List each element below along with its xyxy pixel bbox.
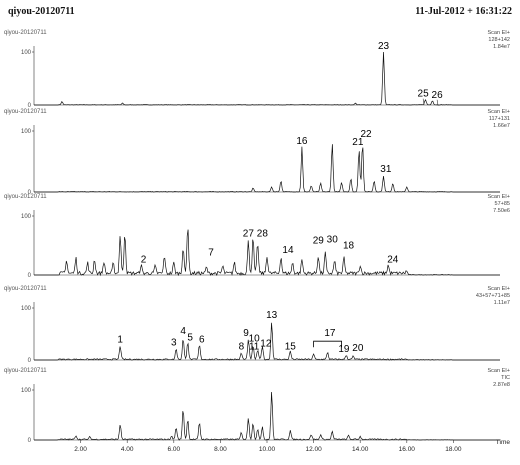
peak-label: 31 xyxy=(380,164,392,175)
peak-label: 27 xyxy=(243,229,255,240)
report-date: 11-Jul-2012 + 16:31:22 xyxy=(415,6,512,17)
panel-scan-info: Scan EI+ xyxy=(488,368,510,374)
peak-label: 16 xyxy=(296,136,308,147)
y-tick-label: 0 xyxy=(28,190,32,196)
panel-scan-info: 1.11e7 xyxy=(494,300,510,306)
panel-sample-name: qiyou-20120711 xyxy=(4,109,47,115)
peak-label: 25 xyxy=(418,89,430,100)
report-title: qiyou-20120711 xyxy=(8,6,75,17)
panel-scan-info: Scan EI+ xyxy=(488,286,510,292)
panel-scan-info: Scan EI+ xyxy=(488,194,510,200)
peak-group-bracket xyxy=(313,340,342,348)
peak-label-leader xyxy=(422,98,425,105)
peak-label: 8 xyxy=(239,342,245,353)
peak-label: 26 xyxy=(432,90,444,101)
x-tick-label: 2.00 xyxy=(74,446,87,453)
peak-label: 11 xyxy=(249,342,260,353)
peak-label: 4 xyxy=(180,326,186,337)
peak-label: 5 xyxy=(187,332,193,343)
panel-scan-info: 2.87e8 xyxy=(493,382,510,388)
y-tick-label: 0 xyxy=(28,273,32,279)
peak-label: 21 xyxy=(352,137,364,148)
x-tick-label: 8.00 xyxy=(214,446,227,453)
peak-label: 18 xyxy=(343,240,355,251)
peak-label: 15 xyxy=(285,342,297,353)
panel-sample-name: qiyou-20120711 xyxy=(4,30,47,36)
x-tick-label: 12.00 xyxy=(305,446,322,453)
peak-label: 1 xyxy=(117,334,123,345)
x-tick-label: 14.00 xyxy=(352,446,369,453)
y-tick-label: 100 xyxy=(21,129,32,135)
panel-sample-name: qiyou-20120711 xyxy=(4,194,47,200)
peak-label: 22 xyxy=(360,129,372,140)
peak-label: 10 xyxy=(249,333,261,344)
peak-label: 2 xyxy=(141,255,147,266)
chromatogram-trace xyxy=(34,391,500,441)
y-tick-label: 0 xyxy=(28,438,32,444)
panel-scan-info: 57+85 xyxy=(495,201,510,207)
chromatogram-trace xyxy=(34,322,500,361)
x-axis-label: Time xyxy=(496,439,511,446)
peak-label: 20 xyxy=(352,343,364,354)
peak-label: 12 xyxy=(260,339,272,350)
panel-scan-info: Scan EI+ xyxy=(488,109,510,115)
panel-scan-info: TIC xyxy=(501,375,510,381)
peak-label: 30 xyxy=(327,235,339,246)
peak-label: 14 xyxy=(282,245,294,256)
panel-scan-info: Scan EI+ xyxy=(488,30,510,36)
y-tick-label: 100 xyxy=(21,214,32,220)
x-tick-label: 4.00 xyxy=(121,446,134,453)
peak-label: 23 xyxy=(378,41,390,52)
peak-label: 7 xyxy=(208,247,214,258)
x-tick-label: 10.00 xyxy=(259,446,276,453)
peak-label: 6 xyxy=(199,334,205,345)
chromatogram-trace xyxy=(34,51,500,106)
chromatogram-trace xyxy=(34,229,500,277)
x-tick-label: 6.00 xyxy=(167,446,180,453)
panel-scan-info: 128+142 xyxy=(488,37,510,43)
x-tick-label: 18.00 xyxy=(445,446,462,453)
peak-label: 9 xyxy=(243,328,249,339)
peak-label: 19 xyxy=(338,344,350,355)
peak-label: 28 xyxy=(257,229,269,240)
panel-sample-name: qiyou-20120711 xyxy=(4,286,47,292)
panel-scan-info: 7.50e6 xyxy=(493,208,510,214)
panel-scan-info: 1.66e7 xyxy=(493,123,510,129)
peak-label-leader xyxy=(436,99,439,106)
peak-label: 29 xyxy=(313,236,325,247)
panel-scan-info: 117+131 xyxy=(489,116,510,122)
peak-label: 13 xyxy=(266,310,278,321)
panel-sample-name: qiyou-20120711 xyxy=(4,368,47,374)
peak-label: 3 xyxy=(171,338,177,349)
peak-label: 24 xyxy=(387,255,399,266)
y-tick-label: 0 xyxy=(28,103,32,109)
panel-scan-info: 43+57+71+85 xyxy=(476,293,510,299)
y-tick-label: 100 xyxy=(21,50,32,56)
y-tick-label: 0 xyxy=(28,358,32,364)
peak-label: 17 xyxy=(324,328,336,339)
y-tick-label: 100 xyxy=(21,388,32,394)
panel-scan-info: 1.84e7 xyxy=(493,44,510,50)
chromatogram-trace xyxy=(34,144,500,193)
y-tick-label: 100 xyxy=(21,306,32,312)
x-tick-label: 16.00 xyxy=(399,446,416,453)
